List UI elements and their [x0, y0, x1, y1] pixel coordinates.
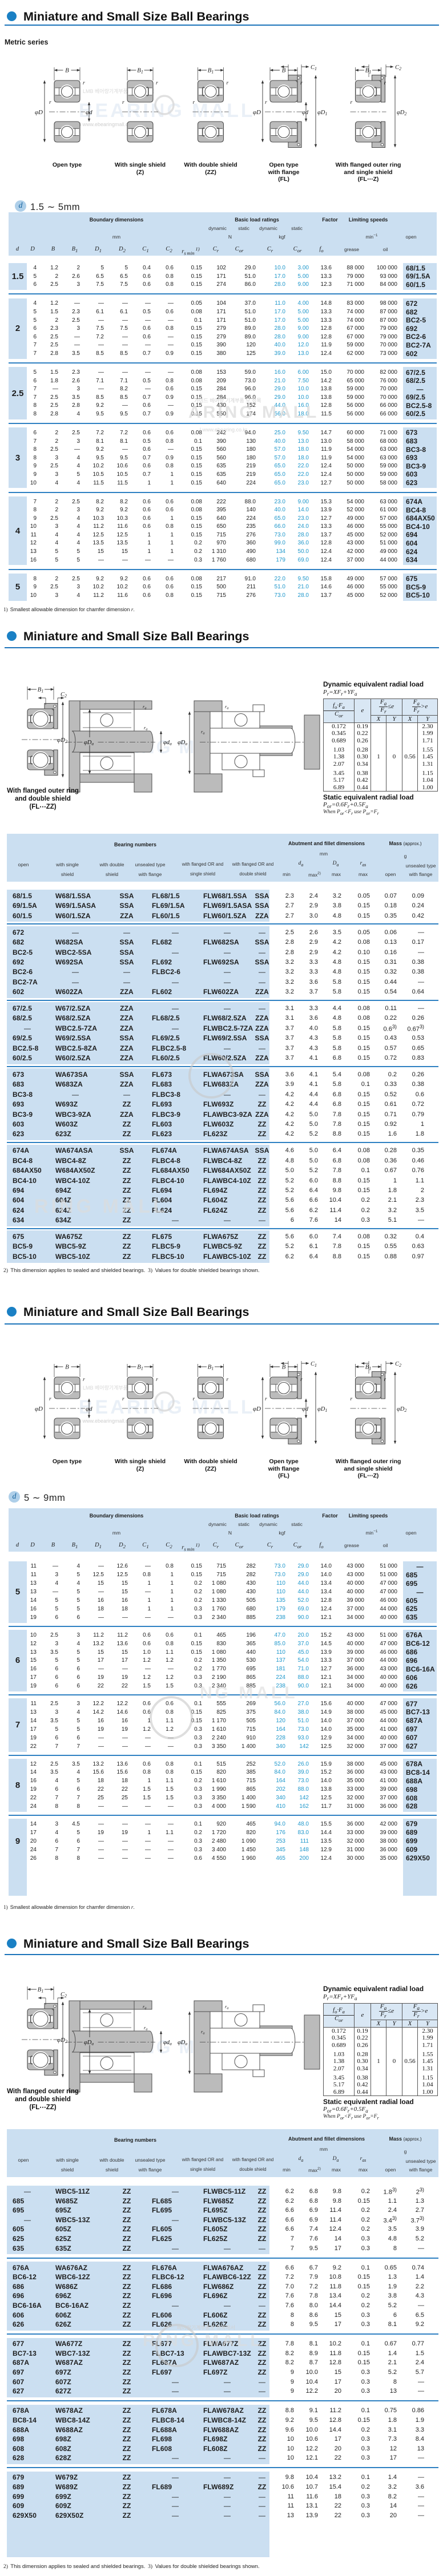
svg-text:φDa: φDa	[178, 2040, 187, 2046]
svg-text:ra: ra	[144, 725, 148, 732]
svg-text:φda: φda	[163, 740, 172, 746]
svg-text:r: r	[49, 100, 51, 106]
svg-text:B1: B1	[38, 1986, 44, 1994]
svg-text:φd: φd	[302, 110, 309, 116]
svg-text:B1: B1	[365, 67, 372, 75]
svg-text:r: r	[49, 1396, 51, 1402]
svg-text:B: B	[65, 67, 69, 74]
svg-text:φDa: φDa	[178, 740, 187, 746]
svg-text:ra: ra	[143, 704, 147, 710]
svg-text:φDa: φDa	[84, 740, 94, 746]
svg-text:BEARING MALL: BEARING MALL	[79, 100, 255, 122]
svg-text:r: r	[351, 1396, 353, 1402]
svg-text:l www.ebearingmall.co.kr: l www.ebearingmall.co.kr	[80, 1418, 137, 1424]
svg-text:φD1: φD1	[317, 110, 327, 116]
svg-text:C2: C2	[395, 64, 401, 71]
svg-text:φD1: φD1	[317, 1406, 327, 1413]
svg-text:r: r	[122, 100, 124, 106]
svg-text:r: r	[193, 1396, 195, 1402]
svg-text:φD2: φD2	[397, 1406, 406, 1413]
svg-text:LMB 베어량기계부품ǚC;계지킈목: LMB 베어량기계부품ǚC;계지킈목	[83, 1384, 155, 1391]
svg-text:φD: φD	[253, 1406, 261, 1412]
svg-text:r: r	[351, 100, 353, 106]
svg-text:r: r	[265, 100, 267, 106]
svg-text:r: r	[227, 80, 229, 86]
svg-text:φD2: φD2	[397, 110, 406, 116]
svg-text:C2: C2	[61, 692, 67, 698]
svg-text:φD: φD	[253, 109, 261, 116]
svg-text:r: r	[265, 1396, 267, 1402]
svg-text:φDa: φDa	[84, 2040, 94, 2046]
svg-text:ra: ra	[143, 2004, 147, 2010]
svg-text:LMB 베어량기계부품ǚC;계지킈목: LMB 베어량기계부품ǚC;계지킈목	[83, 88, 155, 94]
svg-text:φd: φd	[86, 109, 92, 116]
svg-text:C2: C2	[395, 1361, 401, 1368]
svg-text:B: B	[282, 67, 286, 74]
svg-text:r: r	[384, 1377, 386, 1383]
svg-text:BEARING MALL: BEARING MALL	[79, 1396, 255, 1418]
svg-text:C2: C2	[61, 1992, 67, 1998]
svg-text:ra: ra	[201, 729, 205, 736]
svg-text:φd: φd	[86, 1406, 92, 1412]
svg-text:r: r	[122, 1396, 124, 1402]
svg-text:r: r	[156, 80, 158, 86]
svg-text:φD: φD	[35, 1406, 43, 1412]
svg-text:ra: ra	[225, 704, 229, 710]
svg-text:B1: B1	[208, 1364, 214, 1371]
svg-text:r: r	[156, 1377, 158, 1383]
svg-text:r: r	[227, 1377, 229, 1383]
svg-text:B: B	[65, 1364, 69, 1371]
svg-text:φD2: φD2	[57, 737, 67, 744]
svg-text:ra: ra	[225, 2004, 229, 2010]
svg-text:C1: C1	[311, 1361, 317, 1368]
svg-text:φda: φda	[163, 2040, 172, 2046]
svg-text:φd: φd	[302, 1406, 309, 1412]
svg-text:B1: B1	[137, 1364, 143, 1371]
svg-text:φD: φD	[35, 109, 43, 116]
svg-text:r: r	[300, 80, 303, 86]
svg-text:r: r	[83, 1377, 85, 1383]
svg-text:φD2: φD2	[57, 2037, 67, 2044]
svg-text:r: r	[300, 1377, 303, 1383]
svg-text:C1: C1	[311, 64, 317, 71]
svg-text:ra: ra	[144, 2025, 148, 2032]
svg-text:r: r	[384, 80, 386, 86]
svg-text:B: B	[282, 1364, 286, 1371]
svg-text:l www.ebearingmall.co.kr: l www.ebearingmall.co.kr	[80, 122, 137, 127]
svg-text:ra: ra	[201, 2029, 205, 2036]
svg-text:B1: B1	[137, 67, 143, 75]
svg-text:r: r	[83, 80, 85, 86]
svg-text:B1: B1	[38, 687, 44, 694]
svg-text:B1: B1	[365, 1364, 372, 1371]
svg-text:B1: B1	[208, 67, 214, 75]
svg-text:r: r	[193, 100, 195, 106]
